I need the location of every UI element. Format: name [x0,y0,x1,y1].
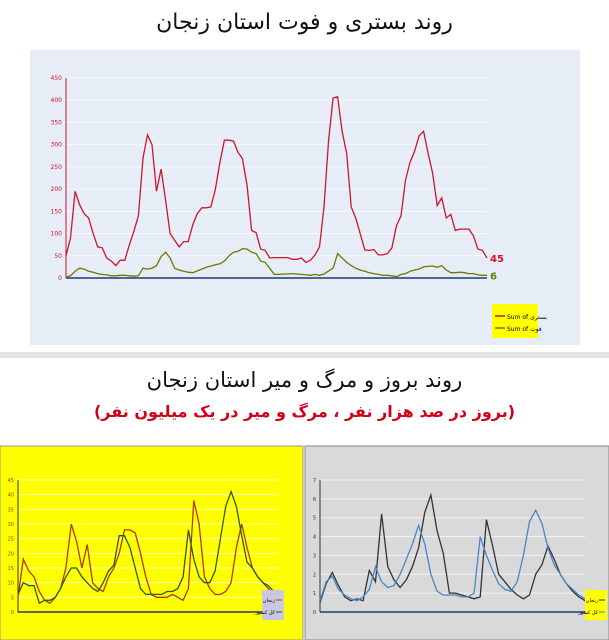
y-tick-label: 100 [51,231,63,238]
y-tick-label: 300 [51,142,63,149]
section-subtitle: (بروز در صد هزار نفر ، مرگ و میر در یک م… [93,402,516,421]
y-tick-label: 0 [58,275,62,282]
legend-label: کل کشور [577,610,598,616]
y-tick-label: 450 [51,75,63,82]
y-tick-label: 350 [51,119,63,126]
divider [0,352,609,358]
chart-panel-top [30,50,580,345]
y-tick-label: 0 [11,610,14,616]
y-tick-label: 7 [313,478,316,484]
y-tick-label: 35 [8,507,14,513]
y-tick-label: 250 [51,164,63,171]
series-line-1 [17,489,280,605]
y-tick-label: 10 [8,581,14,587]
series-line-1 [65,248,487,278]
y-tick-label: 1 [313,591,316,597]
y-tick-label: 30 [8,522,14,528]
y-tick-label: 200 [51,186,63,193]
y-tick-label: 400 [51,97,63,104]
y-tick-label: 40 [8,493,14,499]
y-tick-label: 150 [51,208,63,215]
chart-panel-incidence [0,445,304,640]
legend-label: Sum of فوت [507,326,542,333]
series-line-0 [65,95,488,267]
y-tick-label: 20 [8,551,14,557]
y-tick-label: 45 [8,478,14,484]
legend [492,304,538,338]
chart-title-hospitalization: روند بستری و فوت استان زنجان [156,10,453,35]
legend-label: کل کشور [254,610,275,616]
y-tick-label: 5 [11,595,14,601]
section-title-incidence: روند بروز و مرگ و میر استان زنجان [146,368,463,392]
y-tick-label: 2 [313,572,316,578]
y-tick-label: 50 [54,253,62,260]
end-label: 6 [490,271,497,282]
legend-label: Sum of بستری [507,314,547,321]
y-tick-label: 15 [8,566,14,572]
y-tick-label: 4 [313,535,316,541]
y-tick-label: 5 [313,516,316,522]
legend-label: زنجان [263,598,276,604]
end-label: 45 [490,254,504,265]
y-tick-label: 25 [8,537,14,543]
y-tick-label: 0 [313,610,316,616]
legend-label: زنجان [586,598,599,604]
series-line-1 [319,508,586,602]
y-tick-label: 6 [313,497,316,503]
chart-panel-mortality [304,445,609,640]
y-tick-label: 3 [313,553,316,559]
